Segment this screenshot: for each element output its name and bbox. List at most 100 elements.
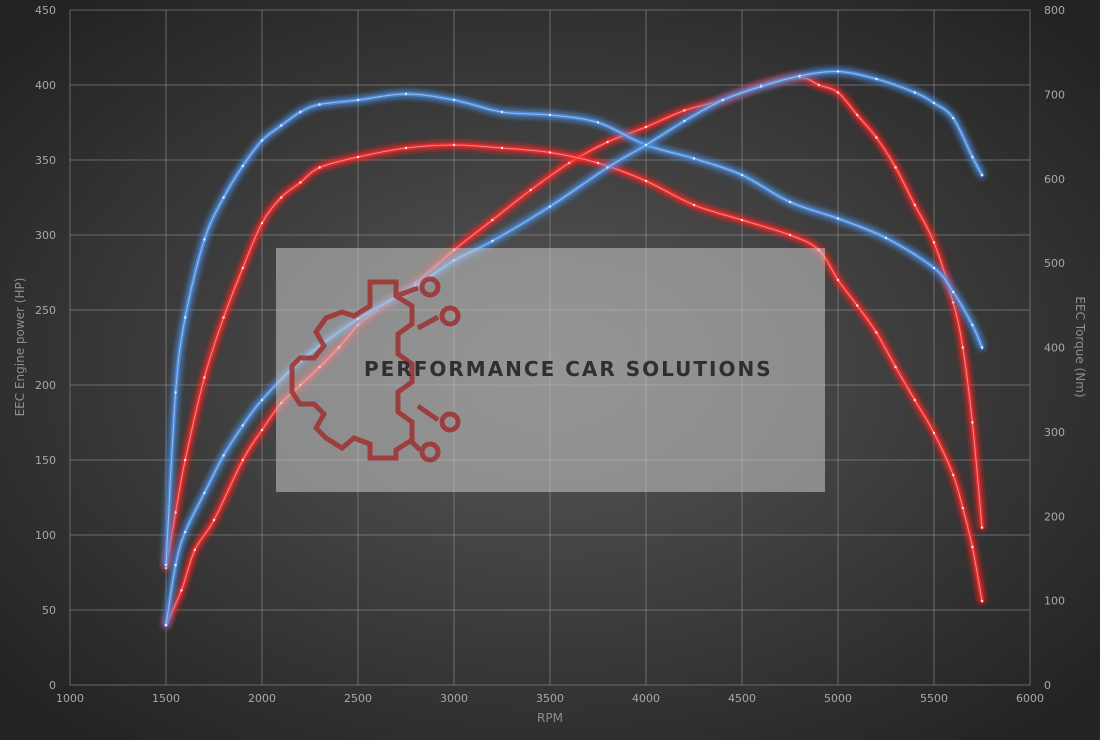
data-point — [174, 563, 177, 567]
data-point — [875, 331, 878, 334]
data-point — [241, 164, 244, 168]
right-tick-label: 300 — [1044, 426, 1065, 439]
data-point — [596, 161, 600, 165]
series-2 — [164, 143, 984, 603]
data-point — [952, 301, 955, 304]
data-point — [241, 266, 244, 270]
right-axis-title: EEC Torque (Nm) — [1073, 296, 1087, 397]
data-point — [683, 119, 686, 123]
data-point — [856, 113, 859, 117]
data-point — [932, 241, 936, 244]
x-axis-ticks: 1000 1500 2000 2500 3000 3500 4000 4500 5000 5500… — [56, 692, 1044, 705]
x-tick-label: 4000 — [632, 692, 660, 705]
data-point — [222, 196, 225, 199]
data-point — [740, 173, 744, 177]
data-point — [932, 266, 936, 270]
x-tick-label: 3000 — [440, 692, 468, 705]
data-point — [980, 346, 984, 349]
data-point — [913, 91, 916, 94]
data-point — [356, 98, 360, 102]
data-point — [568, 161, 571, 165]
data-point — [164, 563, 168, 567]
data-point — [164, 566, 168, 570]
left-axis-title: EEC Engine power (HP) — [13, 278, 27, 417]
data-point — [174, 511, 177, 514]
data-point — [260, 139, 264, 142]
x-axis-title: RPM — [537, 711, 563, 725]
data-point — [212, 518, 216, 522]
right-tick-label: 700 — [1044, 88, 1065, 101]
series-1 — [164, 75, 984, 627]
left-tick-label: 0 — [49, 679, 56, 692]
data-point — [241, 424, 244, 427]
right-tick-label: 500 — [1044, 257, 1065, 270]
data-point — [971, 323, 974, 327]
data-point — [548, 113, 552, 117]
right-tick-label: 0 — [1044, 679, 1051, 692]
data-point — [875, 136, 878, 139]
data-point — [596, 121, 600, 124]
left-tick-label: 450 — [35, 4, 56, 17]
data-point — [356, 155, 360, 159]
data-point — [491, 218, 494, 222]
x-tick-label: 1000 — [56, 692, 84, 705]
x-tick-label: 3500 — [536, 692, 564, 705]
data-point — [606, 166, 609, 169]
data-point — [740, 218, 744, 222]
left-tick-label: 350 — [35, 154, 56, 167]
data-point — [980, 173, 984, 177]
data-point — [692, 203, 696, 207]
data-point — [980, 526, 984, 529]
data-point — [452, 143, 456, 147]
data-point — [174, 391, 177, 394]
data-point — [318, 103, 321, 106]
data-point — [952, 473, 955, 477]
left-tick-label: 400 — [35, 79, 56, 92]
data-point — [180, 589, 183, 592]
data-point — [299, 181, 302, 184]
data-point — [500, 146, 504, 150]
data-point — [203, 376, 206, 379]
data-point — [548, 205, 552, 208]
data-point — [203, 238, 206, 241]
data-point — [760, 85, 763, 88]
right-tick-label: 600 — [1044, 173, 1065, 186]
data-point — [836, 278, 840, 282]
data-point — [788, 233, 792, 237]
data-point — [798, 74, 801, 78]
x-tick-label: 2000 — [248, 692, 276, 705]
x-tick-label: 1500 — [152, 692, 180, 705]
data-point — [318, 166, 321, 169]
data-point — [280, 196, 283, 199]
data-point — [404, 92, 408, 96]
left-tick-label: 200 — [35, 379, 56, 392]
left-tick-label: 50 — [42, 604, 56, 617]
watermark: PERFORMANCE CAR SOLUTIONS — [276, 248, 825, 492]
data-point — [644, 125, 648, 129]
series-group — [164, 69, 984, 627]
data-point — [932, 431, 936, 435]
right-tick-label: 400 — [1044, 342, 1065, 355]
data-point — [692, 157, 696, 160]
x-tick-label: 5500 — [920, 692, 948, 705]
x-tick-label: 4500 — [728, 692, 756, 705]
data-point — [952, 116, 955, 120]
x-tick-label: 5000 — [824, 692, 852, 705]
series-line-core — [165, 76, 983, 626]
data-point — [971, 421, 974, 424]
data-point — [971, 155, 974, 159]
data-point — [894, 166, 897, 169]
data-point — [280, 124, 283, 127]
x-tick-label: 2500 — [344, 692, 372, 705]
data-point — [884, 236, 888, 240]
data-point — [961, 346, 964, 349]
data-point — [222, 454, 225, 457]
data-point — [184, 316, 187, 319]
data-point — [222, 316, 225, 319]
data-point — [404, 146, 408, 150]
left-tick-label: 100 — [35, 529, 56, 542]
data-point — [260, 428, 264, 432]
data-point — [260, 398, 264, 402]
right-axis-ticks: 0 100 200 300 400 500 600 700 800 — [1044, 4, 1065, 692]
